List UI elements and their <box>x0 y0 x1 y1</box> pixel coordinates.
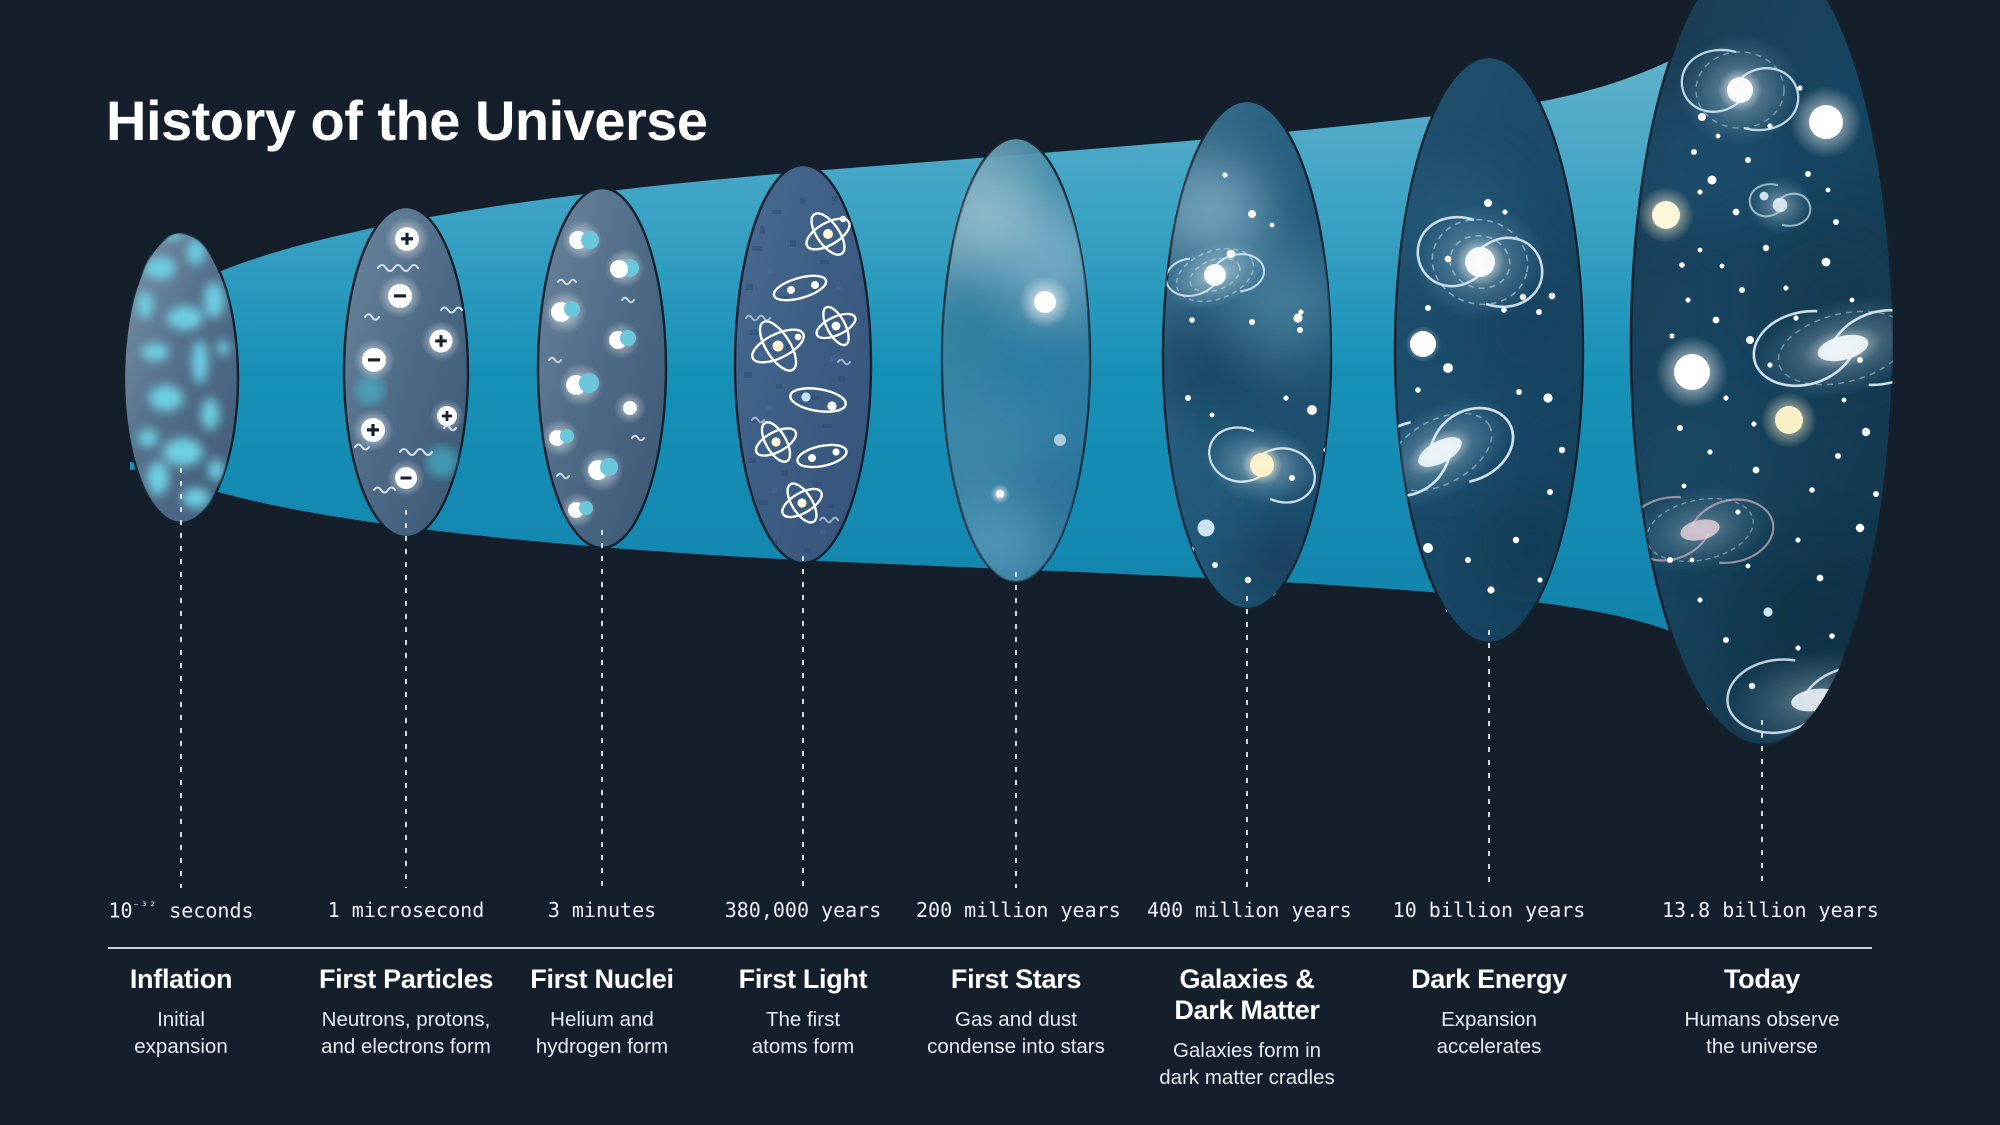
atom-symbol <box>754 421 798 463</box>
era-time-label: 13.8 billion years <box>1662 898 1879 922</box>
nucleus-pair <box>559 363 603 407</box>
spiral-galaxy <box>1678 34 1802 146</box>
era-name: Inflation <box>129 964 233 994</box>
era-name: First Stars <box>950 964 1082 994</box>
era-column-first-nuclei: 3 minutes First Nuclei Helium and hydrog… <box>502 898 702 1058</box>
star <box>1019 276 1071 328</box>
radiation-squiggles <box>745 314 851 524</box>
spiral-galaxy <box>1747 175 1813 235</box>
spiral-galaxy <box>1414 204 1546 320</box>
era-time-label: 3 minutes <box>547 898 657 922</box>
atom-symbol <box>789 387 847 413</box>
nucleus-pair <box>614 392 646 424</box>
era-description: The first atoms form <box>751 1007 855 1058</box>
atom-symbol <box>796 443 848 469</box>
star-field <box>1638 86 1862 448</box>
panel-first-light <box>733 163 873 565</box>
era-description: Gas and dust condense into stars <box>927 1007 1105 1058</box>
era-time-label: 1 microsecond <box>327 898 485 922</box>
era-column-first-particles: 1 microsecond First Particles Neutrons, … <box>306 898 506 1058</box>
particle-electron <box>378 274 422 318</box>
era-description: Helium and hydrogen form <box>535 1007 669 1058</box>
timeline-rule <box>108 947 1872 949</box>
nucleus-pair <box>543 290 587 334</box>
particle-electron <box>387 459 425 497</box>
era-description: Initial expansion <box>134 1007 228 1058</box>
star <box>1054 434 1066 446</box>
page-title: History of the Universe <box>106 89 708 152</box>
nucleus-pair <box>562 220 602 260</box>
atom-symbol <box>805 212 851 256</box>
atom-symbol <box>815 305 857 347</box>
era-name: Dark Energy <box>1411 964 1567 994</box>
era-time-label: 10⁻³² seconds <box>108 898 254 923</box>
atom-symbol <box>772 274 828 302</box>
panel-today <box>1629 0 1895 747</box>
era-column-galaxies-dark-matter: 400 million years Galaxies & Dark Matter… <box>1147 898 1352 1089</box>
leader-lines <box>180 468 1763 888</box>
spiral-galaxy <box>1752 296 1893 400</box>
era-description: Expansion accelerates <box>1436 1007 1542 1058</box>
radiation-squiggles <box>353 263 464 494</box>
era-name: Today <box>1723 964 1800 994</box>
particle-proton <box>430 399 464 433</box>
nucleus-pair <box>605 248 645 288</box>
particle-proton <box>385 217 429 261</box>
nucleus-pair <box>560 492 596 528</box>
era-time-label: 200 million years <box>916 898 1121 922</box>
era-column-inflation: 10⁻³² seconds Inflation Initial expansio… <box>81 898 281 1058</box>
era-time-label: 380,000 years <box>724 898 882 922</box>
nucleus-pair <box>602 321 640 359</box>
era-description: Neutrons, protons, and electrons form <box>321 1007 491 1058</box>
panel-inflation <box>122 231 240 525</box>
era-description: Galaxies form in dark matter cradles <box>1159 1038 1335 1089</box>
panel-first-particles <box>342 205 470 539</box>
atom-symbol <box>781 482 823 524</box>
nucleus-pair <box>580 448 624 492</box>
era-name: First Light <box>738 964 868 994</box>
atom-symbol <box>751 320 805 372</box>
era-description: Humans observe the universe <box>1684 1007 1840 1058</box>
particle-proton <box>421 321 461 361</box>
star <box>990 484 1010 504</box>
spiral-galaxy <box>1631 486 1775 574</box>
panel-first-nuclei <box>536 186 668 550</box>
spiral-galaxy <box>1164 240 1266 310</box>
era-name: Galaxies & Dark Matter <box>1174 964 1320 1025</box>
radiation-squiggles <box>548 278 645 480</box>
era-name: First Nuclei <box>530 964 674 994</box>
era-time-label: 10 billion years <box>1392 898 1586 922</box>
era-column-first-light: 380,000 years First Light The first atom… <box>703 898 903 1058</box>
particle-proton <box>352 409 394 451</box>
particle-electron <box>353 339 395 381</box>
nucleus-pair <box>541 419 579 457</box>
spiral-galaxy <box>1204 424 1320 506</box>
era-column-today: 13.8 billion years Today Humans observe … <box>1662 898 1879 1058</box>
era-column-dark-energy: 10 billion years Dark Energy Expansion a… <box>1389 898 1589 1058</box>
era-name: First Particles <box>318 964 494 994</box>
era-time-label: 400 million years <box>1147 898 1352 922</box>
era-column-first-stars: 200 million years First Stars Gas and du… <box>916 898 1121 1058</box>
